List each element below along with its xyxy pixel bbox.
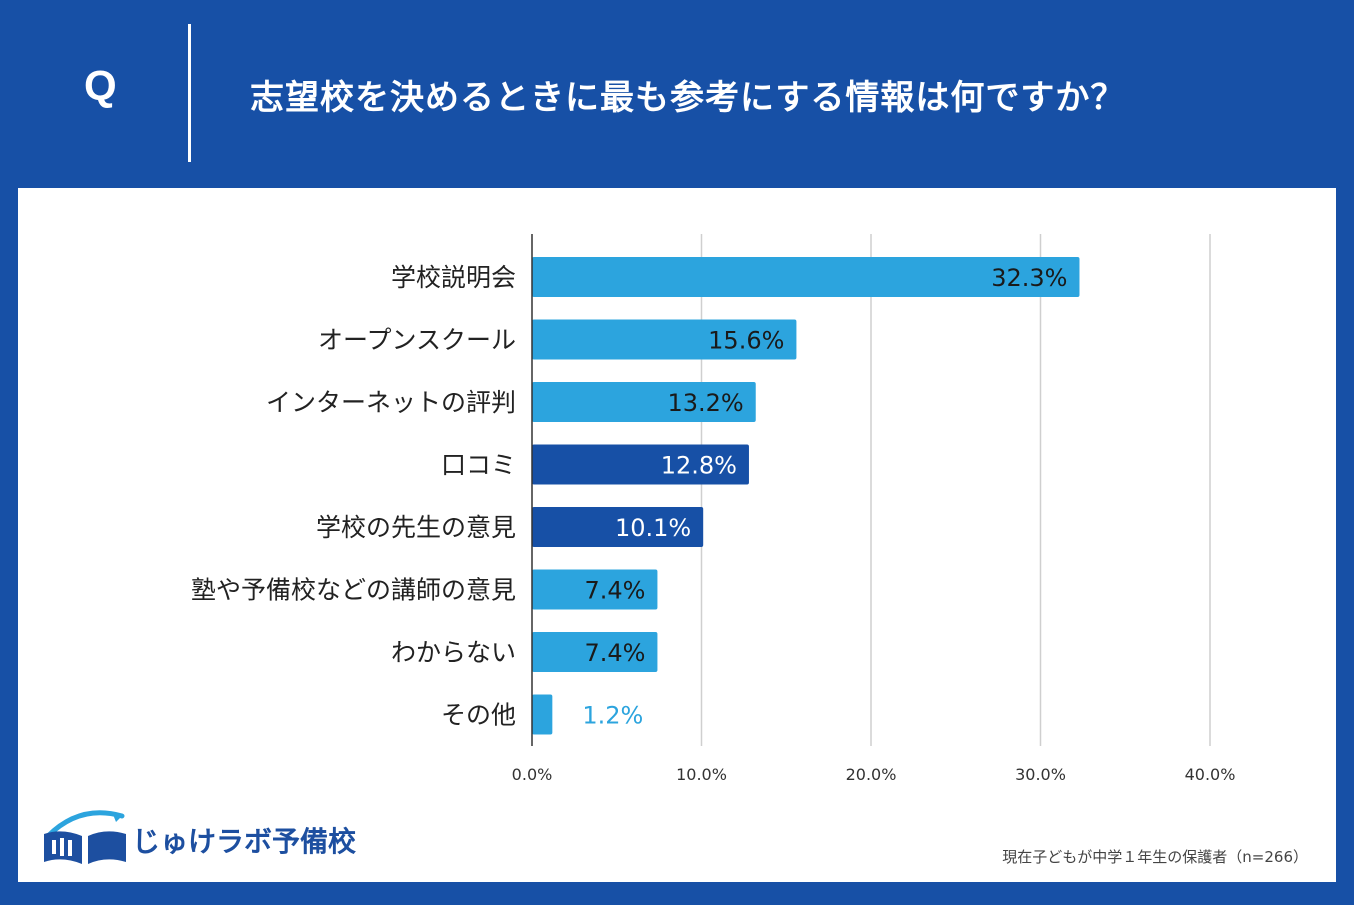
category-label: わからない <box>391 638 516 667</box>
x-tick-label: 30.0% <box>1015 765 1066 784</box>
bar <box>532 632 658 672</box>
x-tick-label: 20.0% <box>846 765 897 784</box>
value-label: 7.4% <box>584 639 645 667</box>
header: Q 志望校を決めるときに最も参考にする情報は何ですか？ <box>0 0 1354 188</box>
book-logo-icon <box>44 810 126 864</box>
bars <box>532 257 1080 735</box>
bar <box>532 382 756 422</box>
logo-text: じゅけラボ予備校 <box>132 825 357 858</box>
bar <box>532 319 797 360</box>
value-label: 12.8% <box>661 452 737 480</box>
bar <box>532 694 553 735</box>
category-label: オープンスクール <box>318 326 516 355</box>
category-label: その他 <box>441 701 516 730</box>
value-label: 1.2% <box>582 702 643 730</box>
category-label: 塾や予備校などの講師の意見 <box>191 576 516 605</box>
question-title: 志望校を決めるときに最も参考にする情報は何ですか？ <box>250 78 1126 118</box>
bar <box>532 444 749 485</box>
category-label: インターネットの評判 <box>266 388 516 417</box>
bar <box>532 569 658 610</box>
category-label: 口コミ <box>441 451 516 480</box>
x-tick-label: 40.0% <box>1185 765 1236 784</box>
value-label: 15.6% <box>708 327 784 355</box>
bar <box>532 257 1080 297</box>
labels: 0.0% 10.0% 20.0% 30.0% 40.0% 学校説明会 32.3% オープンスク… <box>191 263 1235 784</box>
bar <box>532 507 704 547</box>
q-letter: Q <box>84 62 117 109</box>
value-label: 10.1% <box>615 514 691 542</box>
value-label: 32.3% <box>991 264 1067 292</box>
x-tick-label: 0.0% <box>512 765 553 784</box>
grid-lines <box>700 234 1211 746</box>
header-divider <box>188 24 191 162</box>
category-label: 学校の先生の意見 <box>316 513 516 542</box>
value-label: 7.4% <box>584 577 645 605</box>
x-tick-label: 10.0% <box>676 765 727 784</box>
value-label: 13.2% <box>667 389 743 417</box>
sample-note: 現在子どもが中学１年生の保護者（n=266） <box>1002 848 1308 866</box>
logo: じゅけラボ予備校 <box>40 806 360 870</box>
category-label: 学校説明会 <box>391 263 516 292</box>
